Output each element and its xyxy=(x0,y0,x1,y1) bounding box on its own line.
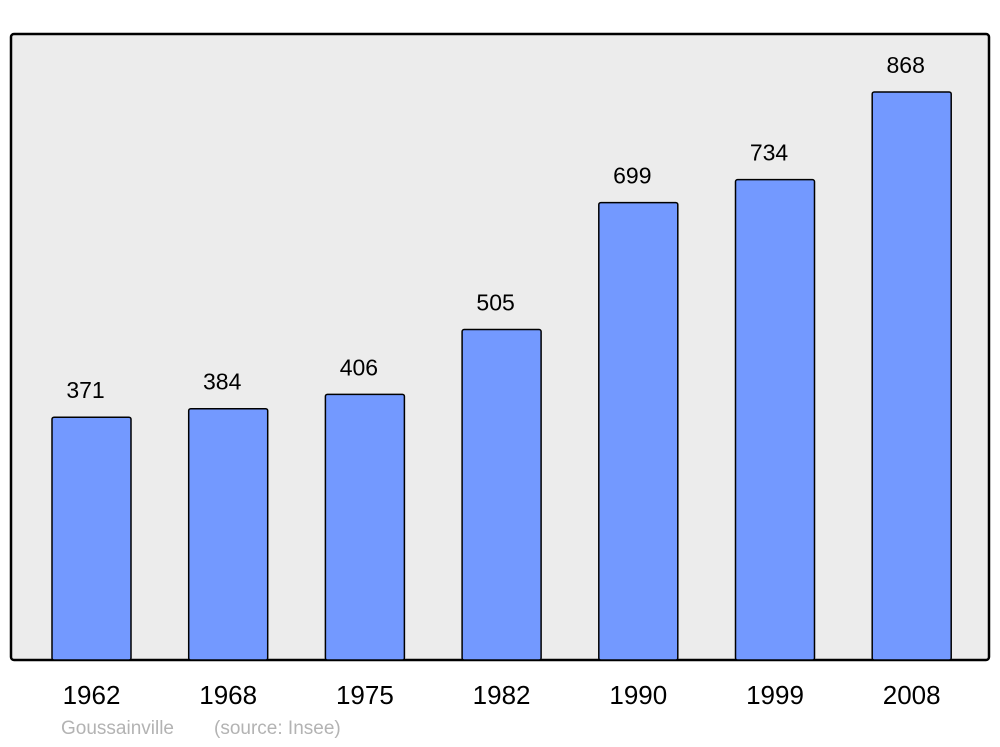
bar-1990 xyxy=(598,201,679,661)
bar-1999 xyxy=(734,178,816,661)
bar-1968 xyxy=(187,407,269,661)
data-label-1975: 406 xyxy=(340,354,378,380)
bar-1982 xyxy=(461,328,542,661)
data-label-1968: 384 xyxy=(203,369,242,395)
data-label-1999: 734 xyxy=(750,140,789,166)
x-tick-label-2008: 2008 xyxy=(883,680,941,710)
data-label-1982: 505 xyxy=(476,290,514,316)
bar-1962 xyxy=(51,416,132,661)
data-label-1962: 371 xyxy=(66,377,104,403)
x-tick-label-1999: 1999 xyxy=(746,680,804,710)
data-label-2008: 868 xyxy=(887,52,925,78)
x-tick-label-1982: 1982 xyxy=(473,680,531,710)
footer-place: Goussainville xyxy=(61,718,174,739)
x-tick-label-1975: 1975 xyxy=(336,680,394,710)
data-label-1990: 699 xyxy=(613,163,651,189)
footer-source: (source: Insee) xyxy=(214,718,341,739)
x-tick-label-1990: 1990 xyxy=(609,680,667,710)
bar-1975 xyxy=(324,393,406,661)
x-tick-label-1968: 1968 xyxy=(199,680,257,710)
x-tick-label-1962: 1962 xyxy=(63,680,121,710)
bar-2008 xyxy=(871,91,952,661)
